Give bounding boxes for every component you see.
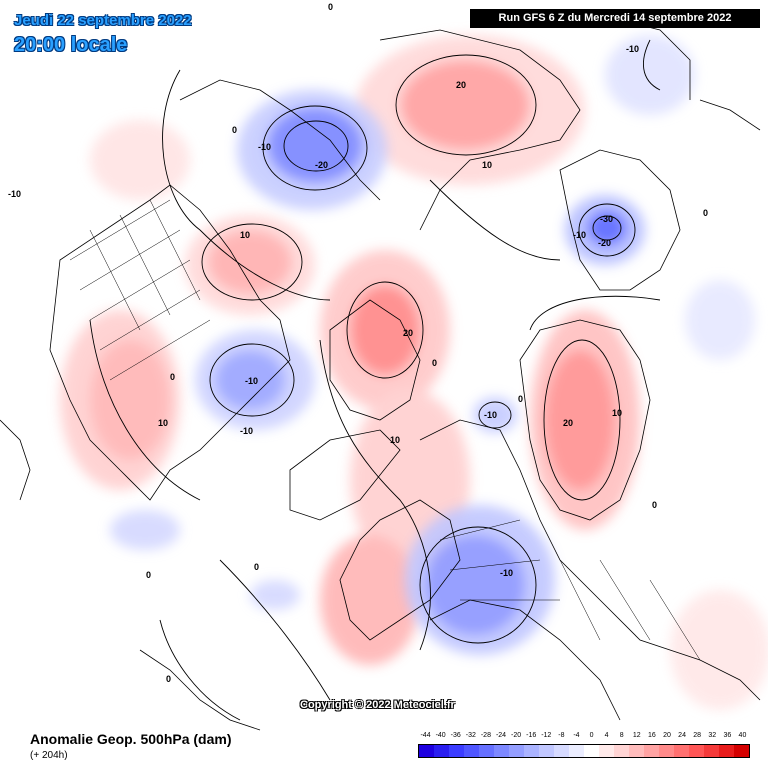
legend-label: 40 [738,732,747,739]
legend-swatch [569,745,584,757]
legend-swatch [479,745,494,757]
legend-swatch [464,745,479,757]
label-zero-f: 0 [254,562,259,572]
legend-swatch [734,745,749,757]
negative-anomaly-shading [110,35,755,655]
legend-swatch [629,745,644,757]
legend-label: -24 [495,732,507,739]
positive-anomaly-shading [60,35,768,710]
legend-swatch [419,745,434,757]
label-neg30: -30 [600,214,613,224]
legend-swatch [524,745,539,757]
label-neg10-a: -10 [258,142,271,152]
label-pos10-e: 10 [612,408,622,418]
legend-labels: -44 -40 -36 -32 -28 -24 -20 -16 -12 -8 -4 0 4 8 12 16 20… [418,732,750,742]
legend-swatch [584,745,599,757]
legend-label: 12 [632,732,641,739]
legend-swatch [659,745,674,757]
legend-swatch [539,745,554,757]
legend-swatch [509,745,524,757]
legend-label: 0 [589,732,594,739]
label-neg10-e: -10 [484,410,497,420]
legend-swatch [644,745,659,757]
legend-label: 28 [693,732,702,739]
legend-swatch [449,745,464,757]
borders [69,199,701,661]
color-legend: -44 -40 -36 -32 -28 -24 -20 -16 -12 -8 -4 0 4 8 12 16 20… [418,732,750,762]
legend-label: -40 [435,732,446,739]
legend-swatch [599,745,614,757]
legend-label: 16 [648,732,656,739]
label-pos20-b: 20 [403,328,413,338]
legend-label: -28 [480,732,491,739]
copyright: Copyright © 2022 Meteociel.fr [300,699,455,711]
legend-label: -20 [511,732,522,739]
legend-label: 32 [708,732,717,739]
legend-label: -32 [465,732,476,739]
legend-swatch [719,745,734,757]
label-zero-a: 0 [232,125,237,135]
label-zero-h: 0 [703,208,708,218]
label-neg20-a: -20 [315,160,328,170]
label-pos10-c: 10 [158,418,168,428]
legend-label: 4 [604,732,609,739]
legend-label: 8 [619,732,624,739]
legend-swatch [554,745,569,757]
label-neg20-b: -20 [598,238,611,248]
label-pos10-b: 10 [240,230,250,240]
legend-swatch [614,745,629,757]
label-pos20-a: 20 [456,80,466,90]
legend-swatch [434,745,449,757]
legend-label: -8 [558,732,565,739]
label-neg10-c: -10 [245,376,258,386]
forecast-lead: (+ 204h) [30,750,68,761]
contour-labels: -10 -20 20 10 -30 -20 -10 10 20 -10 -10 … [8,2,708,684]
legend-bar [418,744,750,758]
label-zero-c: 0 [518,394,523,404]
label-neg10-b: -10 [573,230,586,240]
contours [89,39,661,721]
label-zero-g: 0 [166,674,171,684]
label-neg10-g: -10 [626,44,639,54]
label-zero-e: 0 [146,570,151,580]
label-neg10-d: -10 [240,426,253,436]
map-title: Anomalie Geop. 500hPa (dam) [30,731,232,747]
legend-swatch [689,745,704,757]
legend-label: -36 [450,732,461,739]
label-zero-b: 0 [432,358,437,368]
forecast-date: Jeudi 22 septembre 2022 [14,12,192,29]
legend-swatch [674,745,689,757]
label-neg10-f: -10 [500,568,513,578]
legend-label: -12 [541,732,552,739]
legend-swatch [494,745,509,757]
legend-label: 24 [678,732,686,739]
label-zero-j: 0 [328,2,333,12]
label-neg10-h: -10 [8,189,21,199]
label-pos10-d: 10 [390,435,400,445]
legend-label: 36 [723,732,732,739]
legend-label: -16 [526,732,537,739]
run-info: Run GFS 6 Z du Mercredi 14 septembre 202… [470,9,760,28]
label-pos20-c: 20 [563,418,573,428]
legend-label: -4 [573,732,580,739]
forecast-time: 20:00 locale [14,34,128,56]
legend-swatch [704,745,719,757]
label-pos10-a: 10 [482,160,492,170]
label-zero-d: 0 [170,372,175,382]
legend-label: -44 [420,732,431,739]
legend-label: 20 [663,732,671,739]
label-zero-i: 0 [652,500,657,510]
